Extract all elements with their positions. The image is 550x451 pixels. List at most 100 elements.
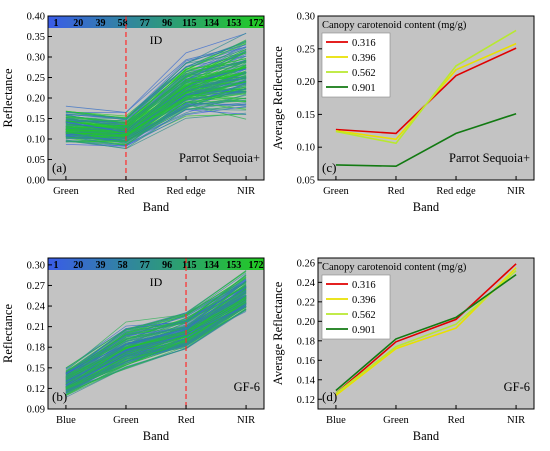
sample-line [65, 305, 247, 393]
y-tick-label: 0.30 [27, 53, 45, 64]
y-tick-label: 0.14 [297, 375, 316, 386]
sample-line [65, 58, 247, 123]
colorbar-tick-label: 77 [140, 260, 150, 271]
sample-line [65, 296, 247, 392]
y-tick-label: 0.16 [297, 356, 315, 367]
x-axis-label: Band [143, 429, 170, 443]
x-tick-label: NIR [237, 186, 255, 197]
panel-tag: (c) [322, 160, 336, 175]
sample-line [65, 290, 247, 382]
colorbar-tick-label: 96 [162, 18, 172, 29]
colorbar-tick-label: 1 [54, 260, 59, 271]
y-tick-label: 0.20 [27, 94, 45, 105]
x-tick-label: Green [113, 415, 139, 426]
colorbar-tick-label: 172 [249, 18, 264, 29]
colorbar-tick-label: 134 [204, 260, 219, 271]
sample-line [65, 52, 247, 119]
colorbar [48, 258, 264, 270]
y-tick-label: 0.10 [297, 143, 315, 154]
sample-line [65, 270, 247, 369]
y-tick-label: 0.27 [27, 281, 45, 292]
y-tick-label: 0.25 [27, 73, 45, 84]
legend-title: Canopy carotenoid content (mg/g) [322, 20, 467, 31]
colorbar-tick-label: 20 [73, 18, 83, 29]
colorbar-tick-label: 39 [95, 260, 105, 271]
sample-line [65, 66, 247, 134]
sample-line [65, 52, 247, 127]
panel-d: Canopy carotenoid content (mg/g) 0.316 0.3… [271, 257, 535, 443]
sample-line [65, 275, 247, 376]
legend-entry: 0.396 [352, 295, 376, 306]
x-axis-label: Band [143, 200, 170, 214]
x-tick-label: Blue [326, 415, 346, 426]
sample-line [65, 305, 247, 387]
panel-c: Canopy carotenoid content (mg/g) 0.316 0.3… [271, 12, 535, 214]
colorbar-tick-label: 172 [249, 260, 264, 271]
colorbar-label: ID [150, 275, 163, 289]
x-axis-label: Band [413, 200, 440, 214]
y-tick-label: 0.35 [27, 32, 45, 43]
x-tick-label: NIR [507, 415, 525, 426]
sensor-annotation: GF-6 [234, 380, 260, 394]
series-line-0-901 [335, 112, 517, 168]
legend-entry: 0.396 [352, 53, 376, 64]
y-tick-label: 0.21 [27, 322, 45, 333]
sample-line [65, 300, 247, 390]
panel-a: 1 20 39 58 77 96 115 134 153 172 ID 0.00 0.05 0.10 0.1… [1, 12, 265, 214]
legend-entry: 0.562 [352, 310, 376, 321]
sample-line [65, 44, 247, 113]
sample-line [65, 300, 247, 381]
y-tick-label: 0.05 [27, 155, 45, 166]
legend-title: Canopy carotenoid content (mg/g) [322, 262, 467, 273]
x-tick-label: Red edge [166, 186, 206, 197]
y-tick-label: 0.30 [297, 12, 315, 23]
colorbar-tick-label: 58 [118, 260, 128, 271]
sample-line [65, 99, 247, 140]
sample-line [65, 50, 247, 127]
sample-lines [65, 270, 247, 398]
legend-entry: 0.562 [352, 68, 376, 79]
y-tick-label: 0.26 [297, 258, 315, 269]
sample-line [65, 57, 247, 122]
sample-line [65, 301, 247, 395]
sample-line [65, 33, 247, 114]
sample-line [65, 93, 247, 141]
y-tick-label: 0.18 [297, 336, 315, 347]
y-tick-label: 0.20 [297, 77, 315, 88]
sample-line [65, 106, 247, 147]
sensor-annotation: GF-6 [504, 380, 530, 394]
sample-line [65, 297, 247, 387]
sample-line [65, 46, 247, 119]
sensor-annotation: Parrot Sequoia+ [449, 151, 530, 165]
sample-line [65, 287, 247, 378]
x-tick-label: Red [178, 415, 196, 426]
legend-entry: 0.901 [352, 83, 376, 94]
colorbar-label: ID [150, 33, 163, 47]
series-line-0-562 [335, 270, 517, 395]
colorbar-tick-label: 96 [162, 260, 172, 271]
y-tick-label: 0.24 [27, 302, 46, 313]
x-tick-label: Red [448, 415, 466, 426]
panel-tag: (d) [322, 389, 337, 404]
sample-line [65, 109, 247, 147]
y-axis-label: Reflectance [1, 304, 15, 363]
y-tick-label: 0.20 [297, 317, 315, 328]
sample-line [65, 49, 247, 124]
sample-line [65, 80, 247, 135]
y-tick-label: 0.15 [27, 363, 45, 374]
sample-line [65, 308, 247, 393]
plot-frame [317, 257, 535, 410]
sample-line [65, 279, 247, 375]
sensor-annotation: Parrot Sequoia+ [179, 151, 260, 165]
sample-lines [65, 32, 247, 150]
colorbar-tick-label: 77 [140, 18, 150, 29]
sample-line [65, 66, 247, 134]
panel-b: 1 20 39 58 77 96 115 134 153 172 ID 0.09 0.12 0.15 0.1… [1, 257, 265, 443]
sample-line [65, 72, 247, 134]
x-axis-label: Band [413, 429, 440, 443]
y-tick-label: 0.24 [297, 278, 316, 289]
colorbar [48, 16, 264, 28]
colorbar-tick-label: 115 [182, 260, 196, 271]
y-axis-label: Average Reflectance [271, 46, 285, 150]
